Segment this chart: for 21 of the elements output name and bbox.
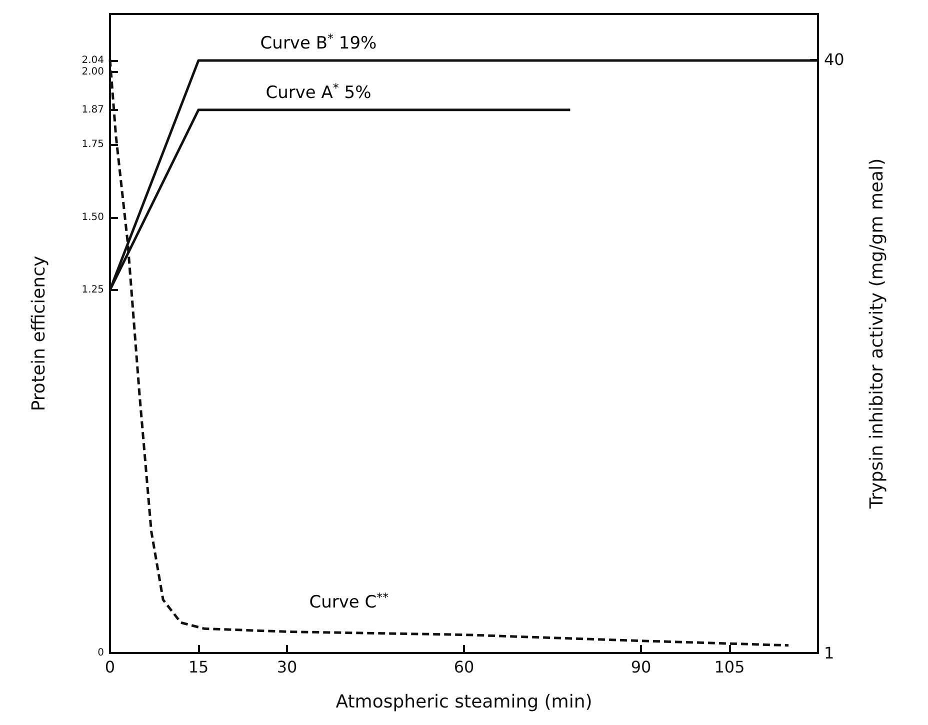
y-tick-label: 2.00 (82, 66, 104, 78)
series-label: Curve A* 5% (266, 80, 372, 103)
y-axis-title: Protein efficiency (28, 256, 50, 412)
x-tick-label: 90 (630, 658, 652, 676)
series-label: Curve B* 19% (260, 31, 377, 54)
x-axis-title: Atmospheric steaming (min) (336, 692, 592, 712)
series-label: Curve C** (309, 590, 389, 613)
y-tick-label: 2.04 (82, 54, 104, 66)
y2-tick-label: 1 (824, 644, 834, 662)
x-tick-label: 60 (454, 658, 474, 676)
x-tick-label: 0 (104, 658, 116, 676)
y-tick-label: 1.50 (82, 212, 104, 223)
x-tick-label: 30 (276, 658, 298, 676)
y-tick-label: 1.75 (82, 139, 104, 150)
y2-axis-title: Trypsin inhibitor activity (mg/gm meal) (866, 158, 888, 510)
y-tick-label: 0 (98, 648, 104, 658)
x-tick-label: 15 (188, 658, 209, 676)
x-tick-label: 105 (714, 658, 745, 676)
y2-tick-label: 40 (824, 50, 844, 70)
y-tick-label: 1.25 (82, 284, 104, 296)
y-tick-label: 1.87 (82, 104, 104, 116)
